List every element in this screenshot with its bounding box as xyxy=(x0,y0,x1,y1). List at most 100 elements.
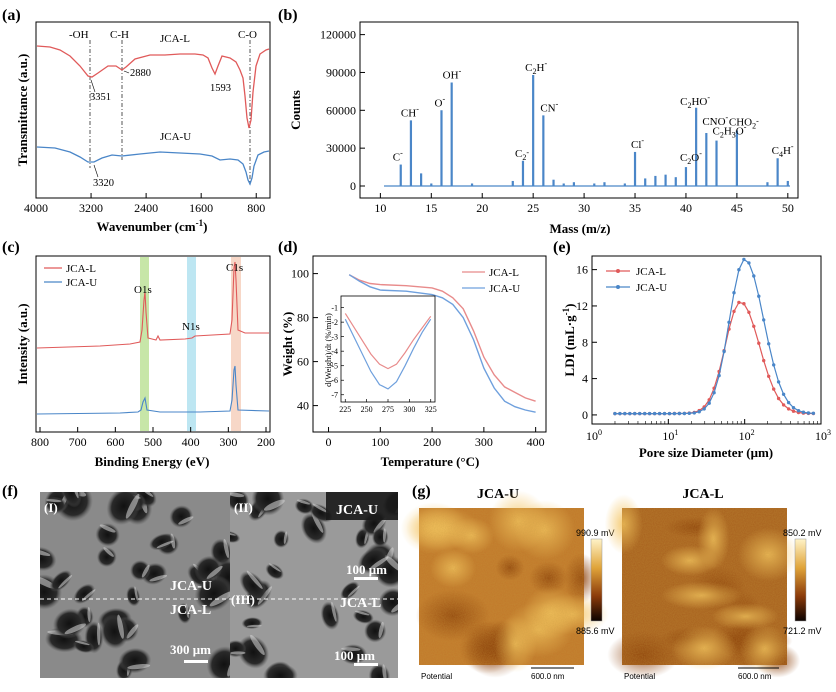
pore-point xyxy=(767,342,771,346)
x-tick-label-b: 15 xyxy=(425,201,437,215)
dtg-inset xyxy=(344,313,432,390)
sem-pore xyxy=(265,563,284,580)
sem-pore xyxy=(52,608,86,639)
sem-wall-highlight xyxy=(378,621,384,638)
x-tick-label-c: 200 xyxy=(257,435,275,449)
x-tick-label-b: 40 xyxy=(680,201,692,215)
inset-y-tick-label: -6 xyxy=(331,376,338,385)
sem-wall-highlight xyxy=(347,585,360,597)
sem-wall-highlight xyxy=(141,564,150,578)
scale-bar-i xyxy=(184,660,208,663)
sem-pore xyxy=(263,663,298,678)
panel-label-d: (d) xyxy=(278,239,298,256)
pore-point xyxy=(781,403,786,407)
legend-jca-l-e: JCA-L xyxy=(636,266,666,278)
sem-pore xyxy=(40,546,57,572)
y-tick-label-e: 8 xyxy=(582,335,588,349)
sem-wall-highlight xyxy=(97,622,101,646)
tga-series xyxy=(348,274,536,413)
pore-point xyxy=(647,411,652,416)
inset-y-tick-label: -7 xyxy=(331,391,338,400)
inset-y-tick-label: -2 xyxy=(331,318,338,327)
peak-3320: 3320 xyxy=(93,178,114,189)
x-axis-title-a: Wavenumber (cm-1) xyxy=(97,218,208,234)
x-tick-label-e: 100 xyxy=(586,428,602,443)
sem-wall-highlight xyxy=(74,640,90,646)
x-tick-label-c: 400 xyxy=(182,435,200,449)
map-footer-l: Potential xyxy=(624,672,655,681)
pore-point xyxy=(742,302,746,306)
peak-annotations-b: C- CH- O- OH- C2- C2H- CN- Cl- C2O- C2HO- CNO-C2H3… xyxy=(393,59,794,166)
sem-wall-highlight xyxy=(82,589,96,602)
pore-point xyxy=(628,411,632,416)
pore-point xyxy=(767,374,771,378)
sem-tag-ii: JCA-U xyxy=(336,503,378,518)
pore-point xyxy=(613,411,617,416)
plot-frame-e xyxy=(591,255,822,425)
peak-o1s: O1s xyxy=(134,284,152,296)
y-tick-label-b: 120000 xyxy=(320,28,356,42)
pore-point xyxy=(757,294,761,298)
sem-wall-highlight xyxy=(297,499,311,505)
sem-wall-highlight xyxy=(268,563,281,572)
pore-point xyxy=(618,411,622,416)
x-tick-label-b: 20 xyxy=(476,201,488,215)
inset-x-tick-label: 325 xyxy=(425,405,437,414)
pore-point xyxy=(781,392,786,396)
peak-3351: 3351 xyxy=(90,92,111,103)
legend-marker-l-e xyxy=(616,269,620,273)
peak-2880: 2880 xyxy=(130,68,151,79)
x-ticks-b: 10 15 20 25 30 35 40 45 50 xyxy=(374,193,794,215)
y-tick-label-b: 30000 xyxy=(326,141,356,155)
panel-label-c: (c) xyxy=(2,239,20,256)
sem-wall-highlight xyxy=(230,492,245,498)
sem-wall-highlight xyxy=(354,610,370,616)
y-tick-label-d: 40 xyxy=(297,399,309,413)
colorbar-l xyxy=(794,538,807,622)
inset-y-axis-title: d(Weight)/dt (%/min) xyxy=(323,313,333,387)
x-tick-label-d: 300 xyxy=(475,435,493,449)
inset-y-ticks: -1 -2 -3 -4 -5 -6 -7 xyxy=(331,304,344,400)
sem-pore xyxy=(357,547,388,574)
inset-x-tick-label: 250 xyxy=(361,405,373,414)
peak-1593: 1593 xyxy=(210,83,231,94)
x-tick-label-b: 30 xyxy=(578,201,590,215)
legend-jca-u-c: JCA-U xyxy=(66,277,97,289)
panel-label-f: (f) xyxy=(2,483,18,500)
sem-wall-highlight xyxy=(250,634,265,656)
sem-pore xyxy=(206,646,230,678)
series-jca-l-ftir xyxy=(36,45,270,129)
ion-label: CN- xyxy=(540,99,558,114)
dtg-curve-jca-l xyxy=(344,313,432,370)
tga-curve-jca-l xyxy=(348,274,536,402)
sem-wall-highlight xyxy=(341,647,361,651)
peak-2880-pointer xyxy=(123,70,130,74)
x-tick-label-c: 500 xyxy=(144,435,162,449)
legend-jca-u-a: JCA-U xyxy=(160,131,191,143)
sem-tag-left-top: JCA-U xyxy=(170,579,212,594)
peak-3351-pointer xyxy=(90,79,96,93)
sem-wall-highlight xyxy=(125,493,140,519)
x-ticks-c: 800 700 600 500 400 300 200 xyxy=(31,427,275,449)
y-ticks-d: 40 60 80 100 xyxy=(291,267,318,413)
pore-point xyxy=(657,411,662,416)
sem-image-ii-iii xyxy=(230,492,398,678)
y-tick-label-d: 80 xyxy=(297,311,309,325)
pore-point xyxy=(697,410,701,414)
map-texture-l xyxy=(622,508,787,665)
x-tick-label-a: 1600 xyxy=(189,201,213,215)
pore-point xyxy=(772,363,776,367)
x-tick-label-c: 300 xyxy=(219,435,237,449)
colorbar-max-u: 990.9 mV xyxy=(576,528,615,538)
x-axis-title-b: Mass (m/z) xyxy=(549,221,610,236)
pore-point xyxy=(687,411,691,415)
ion-label: CH- xyxy=(401,104,419,119)
ion-label: C2O- xyxy=(680,149,702,166)
sem-wall-highlight xyxy=(178,516,194,525)
panel-label-b: (b) xyxy=(278,7,298,24)
ion-label: C4H- xyxy=(772,142,794,159)
sem-wall-highlight xyxy=(126,624,139,639)
pore-point xyxy=(776,396,781,401)
x-ticks-e: 100 101 102 103 xyxy=(586,419,831,443)
sem-pore xyxy=(237,635,270,669)
